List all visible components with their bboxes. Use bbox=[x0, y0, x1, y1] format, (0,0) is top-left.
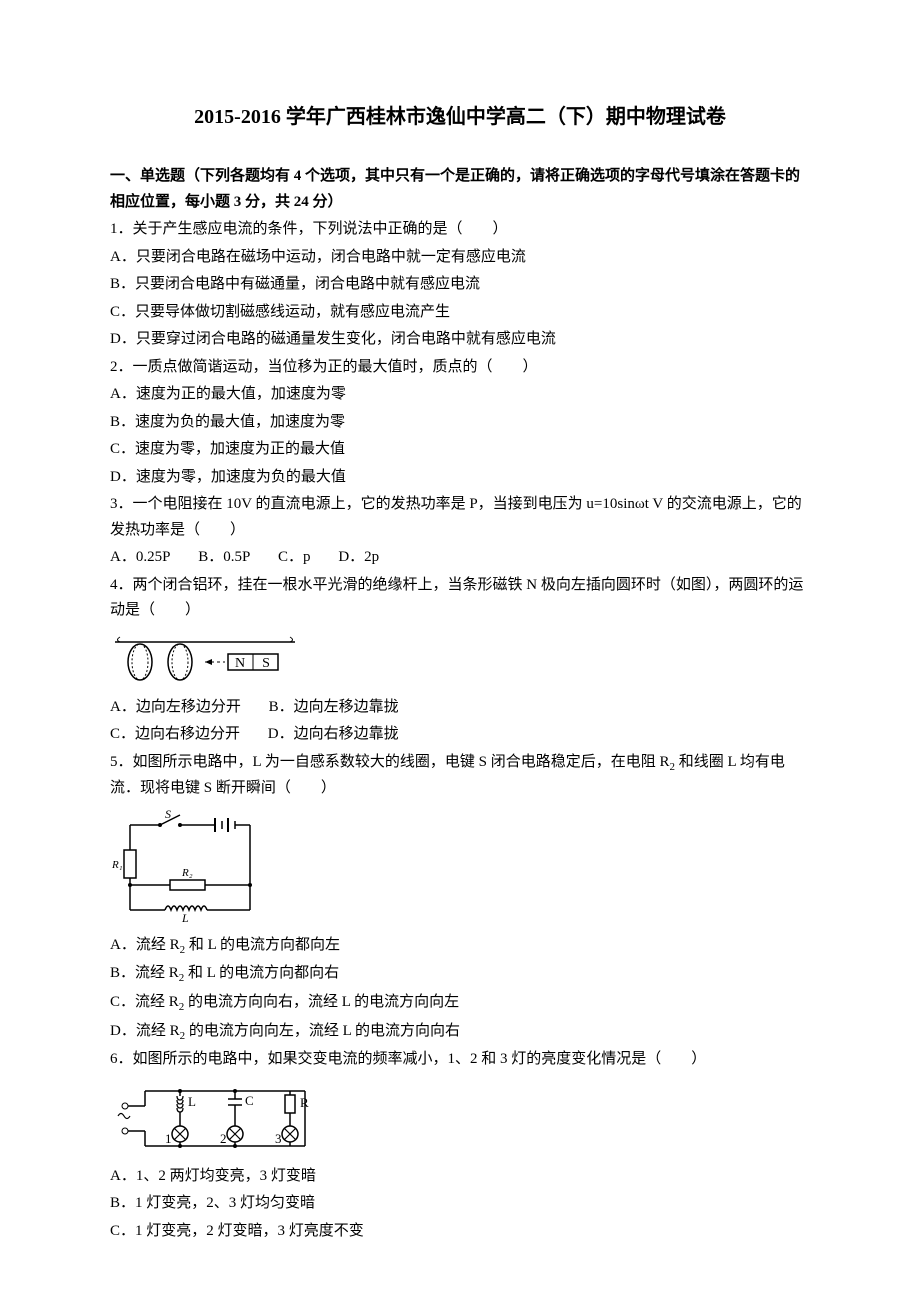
section1-header: 一、单选题（下列各题均有 4 个选项，其中只有一个是正确的，请将正确选项的字母代… bbox=[110, 164, 810, 215]
q3-options: A．0.25P B．0.5P C．p D．2p bbox=[110, 545, 810, 571]
q1-option-b: B．只要闭合电路中有磁通量，闭合电路中就有感应电流 bbox=[110, 272, 810, 298]
svg-text:2: 2 bbox=[220, 1131, 227, 1146]
q4-option-a: A．边向左移边分开 bbox=[110, 699, 241, 715]
q3-option-b: B．0.5P bbox=[198, 549, 250, 565]
q4-option-c: C．边向右移边分开 bbox=[110, 726, 240, 742]
q5-option-b: B．流经 R2 和 L 的电流方向都向右 bbox=[110, 961, 810, 988]
svg-text:R₁: R₁ bbox=[111, 859, 123, 871]
q4-diagram: N S bbox=[110, 632, 810, 687]
q3-option-d: D．2p bbox=[338, 549, 379, 565]
question-1: 1．关于产生感应电流的条件，下列说法中正确的是（ ） bbox=[110, 217, 810, 243]
q2-option-c: C．速度为零，加速度为正的最大值 bbox=[110, 437, 810, 463]
q6-diagram: L 1 C 2 R 3 bbox=[110, 1081, 810, 1156]
question-5: 5．如图所示电路中，L 为一自感系数较大的线圈，电键 S 闭合电路稳定后，在电阻… bbox=[110, 750, 810, 802]
q4-option-b: B．边向左移边靠拢 bbox=[269, 699, 399, 715]
q3-option-c: C．p bbox=[278, 549, 311, 565]
q1-option-d: D．只要穿过闭合电路的磁通量发生变化，闭合电路中就有感应电流 bbox=[110, 327, 810, 353]
q2-option-a: A．速度为正的最大值，加速度为零 bbox=[110, 382, 810, 408]
svg-text:S: S bbox=[165, 810, 171, 821]
svg-text:R₂: R₂ bbox=[181, 867, 193, 879]
svg-text:1: 1 bbox=[165, 1131, 172, 1146]
q2-option-b: B．速度为负的最大值，加速度为零 bbox=[110, 410, 810, 436]
q5-option-d: D．流经 R2 的电流方向向左，流经 L 的电流方向向右 bbox=[110, 1019, 810, 1046]
q3-option-a: A．0.25P bbox=[110, 549, 170, 565]
q1-option-c: C．只要导体做切割磁感线运动，就有感应电流产生 bbox=[110, 300, 810, 326]
q4-options-row1: A．边向左移边分开 B．边向左移边靠拢 bbox=[110, 695, 810, 721]
svg-text:3: 3 bbox=[275, 1131, 282, 1146]
q4-options-row2: C．边向右移边分开 D．边向右移边靠拢 bbox=[110, 722, 810, 748]
svg-text:C: C bbox=[245, 1093, 254, 1108]
magnet-s-label: S bbox=[262, 656, 270, 671]
question-4: 4．两个闭合铝环，挂在一根水平光滑的绝缘杆上，当条形磁铁 N 极向左插向圆环时（… bbox=[110, 573, 810, 624]
q6-option-b: B．1 灯变亮，2、3 灯均匀变暗 bbox=[110, 1191, 810, 1217]
svg-text:L: L bbox=[181, 911, 189, 925]
q4-option-d: D．边向右移边靠拢 bbox=[268, 726, 399, 742]
magnet-n-label: N bbox=[235, 656, 245, 671]
question-6: 6．如图所示的电路中，如果交变电流的频率减小，1、2 和 3 灯的亮度变化情况是… bbox=[110, 1047, 810, 1073]
question-3: 3．一个电阻接在 10V 的直流电源上，它的发热功率是 P，当接到电压为 u=1… bbox=[110, 492, 810, 543]
q1-option-a: A．只要闭合电路在磁场中运动，闭合电路中就一定有感应电流 bbox=[110, 245, 810, 271]
q5-option-a: A．流经 R2 和 L 的电流方向都向左 bbox=[110, 933, 810, 960]
question-2: 2．一质点做简谐运动，当位移为正的最大值时，质点的（ ） bbox=[110, 355, 810, 381]
q6-option-c: C．1 灯变亮，2 灯变暗，3 灯亮度不变 bbox=[110, 1219, 810, 1245]
q2-option-d: D．速度为零，加速度为负的最大值 bbox=[110, 465, 810, 491]
q6-option-a: A．1、2 两灯均变亮，3 灯变暗 bbox=[110, 1164, 810, 1190]
page-title: 2015-2016 学年广西桂林市逸仙中学高二（下）期中物理试卷 bbox=[110, 100, 810, 134]
svg-text:L: L bbox=[188, 1094, 196, 1109]
q5-option-c: C．流经 R2 的电流方向向右，流经 L 的电流方向向左 bbox=[110, 990, 810, 1017]
q5-diagram: S R₁ R₂ L bbox=[110, 810, 810, 925]
